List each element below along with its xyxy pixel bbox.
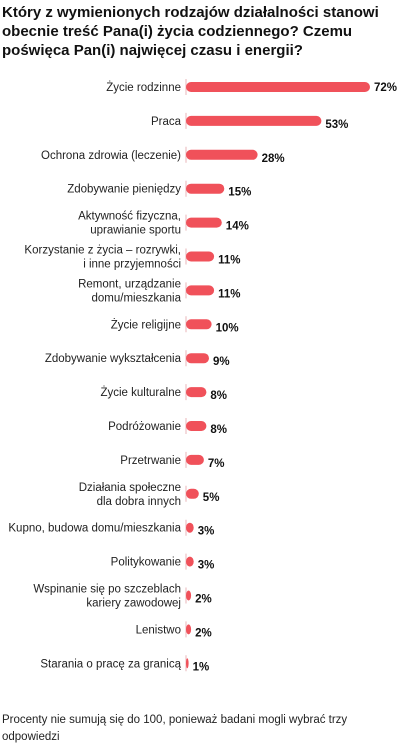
value-label: 11% <box>218 255 240 267</box>
value-label: 10% <box>216 322 239 334</box>
category-label-line: Politykowanie <box>111 557 181 569</box>
bar <box>186 319 212 330</box>
bar <box>186 115 322 126</box>
value-label: 28% <box>262 153 285 165</box>
bar <box>186 353 209 364</box>
value-label: 9% <box>213 356 230 368</box>
category-label: Życie rodzinne <box>106 81 181 94</box>
category-label: Wspinanie się po szczeblach kariery zawod… <box>33 584 181 610</box>
category-label-line: i inne przyjemności <box>83 259 181 271</box>
category-label-line: uprawianie sportu <box>90 225 181 237</box>
bar <box>186 183 225 194</box>
category-label-line: Wspinanie się po szczeblach <box>33 584 181 596</box>
category-label: Lenistwo <box>136 624 181 636</box>
bar <box>186 285 215 296</box>
value-label: 11% <box>218 288 240 300</box>
bar <box>186 590 192 601</box>
value-label: 53% <box>325 119 348 131</box>
bar <box>186 149 258 160</box>
category-label-line: Korzystanie z życia – rozrywki, <box>24 245 181 257</box>
footnote: Procenty nie sumują się do 100, ponieważ… <box>2 714 348 743</box>
category-label-line: Życie kulturalne <box>100 386 181 399</box>
category-label-line: Starania o pracę za granicą <box>40 658 181 670</box>
category-label: Zdobywanie pieniędzy <box>67 184 181 196</box>
category-label: Politykowanie <box>111 557 181 569</box>
category-label: Praca <box>151 116 182 128</box>
category-label-line: Życie religijne <box>111 318 181 331</box>
category-label-line: Praca <box>151 116 182 128</box>
value-label: 2% <box>195 627 212 639</box>
value-label: 1% <box>193 661 210 673</box>
category-label: Działania społeczne dla dobra innych <box>79 482 181 508</box>
category-label-line: Kupno, budowa domu/mieszkania <box>8 523 181 535</box>
bar <box>186 624 192 635</box>
category-label: Starania o pracę za granicą <box>40 658 181 670</box>
category-label-line: Działania społeczne <box>79 482 181 494</box>
bar <box>186 556 194 567</box>
chart-title: Który z wymienionych rodzajów działalnoś… <box>2 4 379 59</box>
category-label: Remont, urządzanie domu/mieszkania <box>78 278 182 304</box>
category-label: Przetrwanie <box>120 455 181 467</box>
value-label: 5% <box>203 492 220 504</box>
category-label-line: Aktywność fizyczna, <box>78 211 181 223</box>
value-label: 72% <box>374 82 397 94</box>
bar <box>186 387 207 398</box>
bar <box>186 82 370 92</box>
bar <box>186 454 204 465</box>
bar <box>186 488 199 499</box>
category-label-line: domu/mieszkania <box>92 292 182 304</box>
category-label: Podróżowanie <box>108 421 181 433</box>
value-label: 8% <box>210 390 227 402</box>
value-label: 8% <box>210 424 227 436</box>
category-label-line: Przetrwanie <box>120 455 181 467</box>
value-label: 2% <box>195 594 212 606</box>
category-label-line: Lenistwo <box>136 624 181 636</box>
category-label: Aktywność fizyczna, uprawianie sportu <box>78 211 181 237</box>
value-label: 15% <box>228 187 251 199</box>
bar <box>186 251 215 262</box>
value-label: 3% <box>198 526 215 538</box>
category-label: Ochrona zdrowia (leczenie) <box>41 150 181 162</box>
value-label: 7% <box>208 458 225 470</box>
category-label-line: Remont, urządzanie <box>78 278 181 290</box>
bar <box>186 658 189 669</box>
category-label: Życie kulturalne <box>100 386 181 399</box>
category-label: Korzystanie z życia – rozrywki, i inne pr… <box>24 245 181 271</box>
category-label-line: Podróżowanie <box>108 421 181 433</box>
category-label-line: Ochrona zdrowia (leczenie) <box>41 150 181 162</box>
value-label: 14% <box>226 221 249 233</box>
category-label-line: dla dobra innych <box>97 496 181 508</box>
bar <box>186 421 207 431</box>
bar <box>186 522 194 533</box>
category-label: Życie religijne <box>111 318 181 331</box>
category-label-line: Zdobywanie wykształcenia <box>45 353 182 365</box>
category-label-line: kariery zawodowej <box>86 598 181 610</box>
category-label: Kupno, budowa domu/mieszkania <box>8 523 181 535</box>
category-label-line: Życie rodzinne <box>106 81 181 94</box>
category-label: Zdobywanie wykształcenia <box>45 353 182 365</box>
bar <box>186 217 222 228</box>
value-label: 3% <box>198 560 215 572</box>
category-label-line: Zdobywanie pieniędzy <box>67 184 181 196</box>
